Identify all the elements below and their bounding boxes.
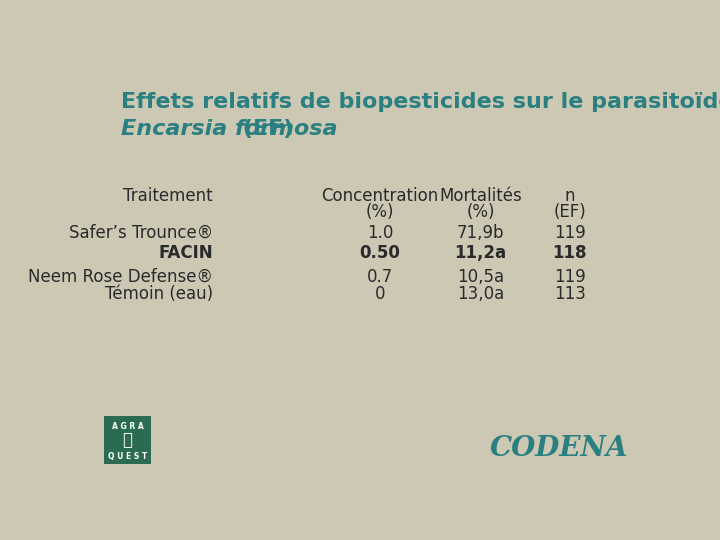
Text: 10,5a: 10,5a: [457, 268, 504, 286]
Text: 11,2a: 11,2a: [454, 244, 507, 262]
Text: CODENA: CODENA: [490, 435, 629, 462]
Text: Neem Rose Defense®: Neem Rose Defense®: [28, 268, 213, 286]
Bar: [104, 416, 151, 464]
Text: 1.0: 1.0: [367, 224, 393, 242]
Text: n: n: [564, 187, 575, 205]
Text: 119: 119: [554, 268, 586, 286]
Text: Traitement: Traitement: [123, 187, 213, 205]
Text: (%): (%): [467, 204, 495, 221]
Text: A G R A: A G R A: [112, 422, 143, 431]
Text: Concentration: Concentration: [322, 187, 438, 205]
Text: 113: 113: [554, 285, 586, 303]
Text: 13,0a: 13,0a: [457, 285, 504, 303]
Text: 71,9b: 71,9b: [457, 224, 504, 242]
Text: Effets relatifs de biopesticides sur le parasitoïde: Effets relatifs de biopesticides sur le …: [121, 92, 720, 112]
Text: 0.50: 0.50: [360, 244, 400, 262]
Text: (EF): (EF): [554, 204, 586, 221]
Text: FACIN: FACIN: [158, 244, 213, 262]
Text: 0: 0: [375, 285, 385, 303]
Text: (%): (%): [366, 204, 395, 221]
Text: 119: 119: [554, 224, 586, 242]
Text: (EF): (EF): [235, 119, 294, 139]
Text: Mortalités: Mortalités: [439, 187, 522, 205]
Text: 🐦: 🐦: [122, 431, 132, 449]
Text: Q U E S T: Q U E S T: [108, 452, 148, 461]
Text: Témoin (eau): Témoin (eau): [104, 285, 213, 303]
Text: 118: 118: [553, 244, 587, 262]
Text: Encarsia formosa: Encarsia formosa: [121, 119, 337, 139]
Text: Safer’s Trounce®: Safer’s Trounce®: [68, 224, 213, 242]
Text: 0.7: 0.7: [367, 268, 393, 286]
